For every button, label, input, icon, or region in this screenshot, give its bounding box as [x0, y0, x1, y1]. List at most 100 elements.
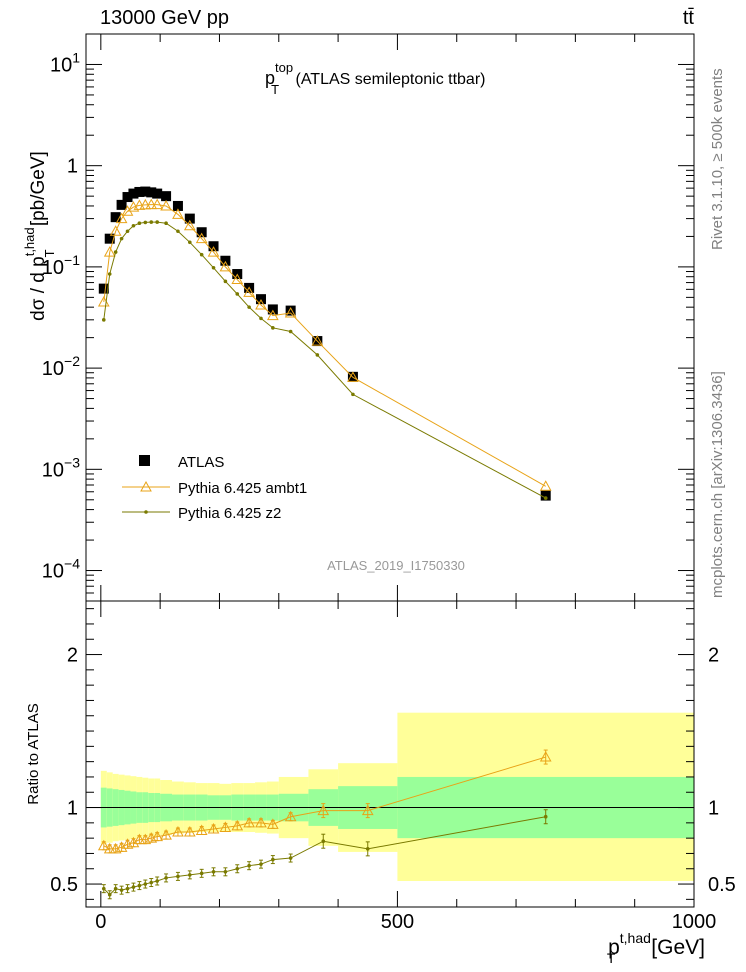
- main-y-tick-label: 101: [50, 49, 80, 76]
- x-axis-label: pt,had T [GeV]: [607, 930, 705, 966]
- ratio-z2-point: [199, 871, 204, 876]
- ratio-ambt1-point: [151, 830, 164, 842]
- z2-data-point: [288, 329, 293, 334]
- atlas-data-point: [110, 212, 121, 223]
- ratio-z2-point: [211, 870, 216, 874]
- ratio-ambt1-point: [243, 816, 255, 828]
- ratio-z2-point: [235, 866, 240, 871]
- ratio-ambt1-point: [195, 824, 208, 835]
- main-y-tick-label: 10−4: [42, 556, 80, 583]
- ratio-z2-point: [137, 883, 142, 888]
- atlas-data-point: [285, 305, 296, 316]
- x-tick-label: 500: [381, 911, 414, 933]
- process-label: tt̄: [683, 7, 695, 29]
- ratio-ambt1-point: [172, 826, 184, 837]
- ratio-ambt1-point: [97, 839, 110, 851]
- ambt1-data-point: [115, 212, 128, 224]
- ratio-axis-ticks: 0.5 0.5 1 1 2 2 0 500 1000: [50, 601, 736, 933]
- atlas-data-point: [152, 188, 163, 199]
- ambt1-data-point: [183, 219, 196, 231]
- ratio-z2-point: [365, 847, 370, 851]
- z2-data-point: [143, 220, 148, 225]
- x-tick-label: 0: [95, 911, 106, 933]
- ambt1-data-point: [172, 208, 184, 219]
- ratio-z2-point: [113, 886, 118, 891]
- atlas-data-point: [134, 186, 145, 197]
- x-tick-label: 1000: [672, 911, 717, 933]
- ratio-z2-point: [543, 814, 548, 819]
- ratio-ambt1-point: [255, 816, 267, 828]
- z2-data-point: [107, 272, 112, 276]
- ratio-line-0: [103, 756, 546, 850]
- ratio-z2-point: [125, 886, 130, 891]
- z2-data-point: [543, 496, 548, 500]
- ratio-y-tick-label-left: 1: [67, 798, 78, 820]
- z2-data-point: [176, 229, 180, 234]
- ratio-ambt1-point: [284, 810, 297, 822]
- ratio-z2-point: [321, 839, 326, 844]
- z2-data-point: [149, 220, 154, 224]
- legend-label-atlas: ATLAS: [178, 454, 224, 471]
- ratio-series: [97, 749, 552, 900]
- z2-data-point: [235, 292, 240, 296]
- ratio-z2-point: [188, 873, 192, 877]
- atlas-data-point: [540, 490, 551, 501]
- z2-data-point: [259, 316, 263, 321]
- z2-data-point: [113, 250, 118, 254]
- z2-data-point: [188, 240, 192, 245]
- ratio-z2-point: [155, 879, 159, 883]
- ratio-z2-point: [247, 863, 251, 868]
- ratio-uncertainty-bands: [86, 712, 694, 881]
- z2-data-point: [315, 353, 320, 357]
- ambt1-data-point: [219, 260, 232, 272]
- atlas-data-point: [267, 304, 278, 315]
- z2-data-point: [164, 221, 168, 226]
- legend-label-z2: Pythia 6.425 z2: [178, 505, 281, 522]
- z2-data-point: [101, 318, 106, 322]
- z2-data-point: [137, 221, 142, 226]
- z2-data-point: [199, 252, 204, 257]
- z2-data-point: [155, 220, 159, 224]
- ratio-ambt1-point: [231, 819, 244, 831]
- ratio-z2-point: [143, 882, 148, 886]
- ambt1-data-point: [139, 198, 152, 210]
- ratio-y-tick-label-right: 0.5: [708, 874, 736, 896]
- atlas-data-point: [146, 187, 157, 198]
- ambt1-data-point: [103, 246, 116, 257]
- ratio-ambt1-point: [317, 804, 330, 816]
- z2-data-point: [351, 392, 355, 397]
- ratio-z2-point: [259, 862, 263, 866]
- ambt1-data-point: [284, 307, 297, 318]
- ratio-frame: [85, 600, 695, 908]
- ratio-z2-point: [107, 892, 112, 897]
- atlas-data-point: [98, 283, 109, 294]
- rivet-version-label: Rivet 3.1.10, ≥ 500k events: [709, 68, 726, 250]
- main-y-tick-label: 1: [67, 156, 78, 178]
- legend-marker-ambt1: [140, 480, 152, 492]
- main-y-tick-label: 10−3: [42, 454, 80, 481]
- atlas-data-point: [184, 213, 195, 224]
- ratio-z2-point: [288, 856, 293, 860]
- ambt1-data-point: [231, 273, 244, 285]
- source-label: mcplots.cern.ch [arXiv:1306.3436]: [709, 371, 726, 598]
- ambt1-data-point: [160, 199, 172, 211]
- series-line-1: [103, 204, 546, 487]
- ratio-ambt1-point: [103, 842, 116, 854]
- ratio-ambt1-point: [361, 804, 374, 816]
- z2-data-point: [125, 229, 130, 234]
- ambt1-data-point: [207, 246, 220, 257]
- z2-data-point: [271, 326, 275, 330]
- series-line-2: [103, 221, 546, 499]
- ratio-z2-point: [176, 874, 180, 879]
- ambt1-data-point: [539, 480, 552, 491]
- atlas-data-point: [122, 192, 133, 203]
- atlas-data-point: [172, 200, 183, 211]
- ratio-z2-point: [101, 886, 106, 891]
- ambt1-data-point: [347, 371, 359, 382]
- ratio-ambt1-point: [133, 833, 146, 845]
- z2-data-point: [211, 265, 216, 270]
- ratio-y-tick-label-right: 1: [708, 798, 719, 820]
- atlas-data-point: [104, 233, 115, 244]
- ratio-z2-point: [164, 876, 168, 880]
- ratio-y-tick-label-left: 0.5: [50, 874, 78, 896]
